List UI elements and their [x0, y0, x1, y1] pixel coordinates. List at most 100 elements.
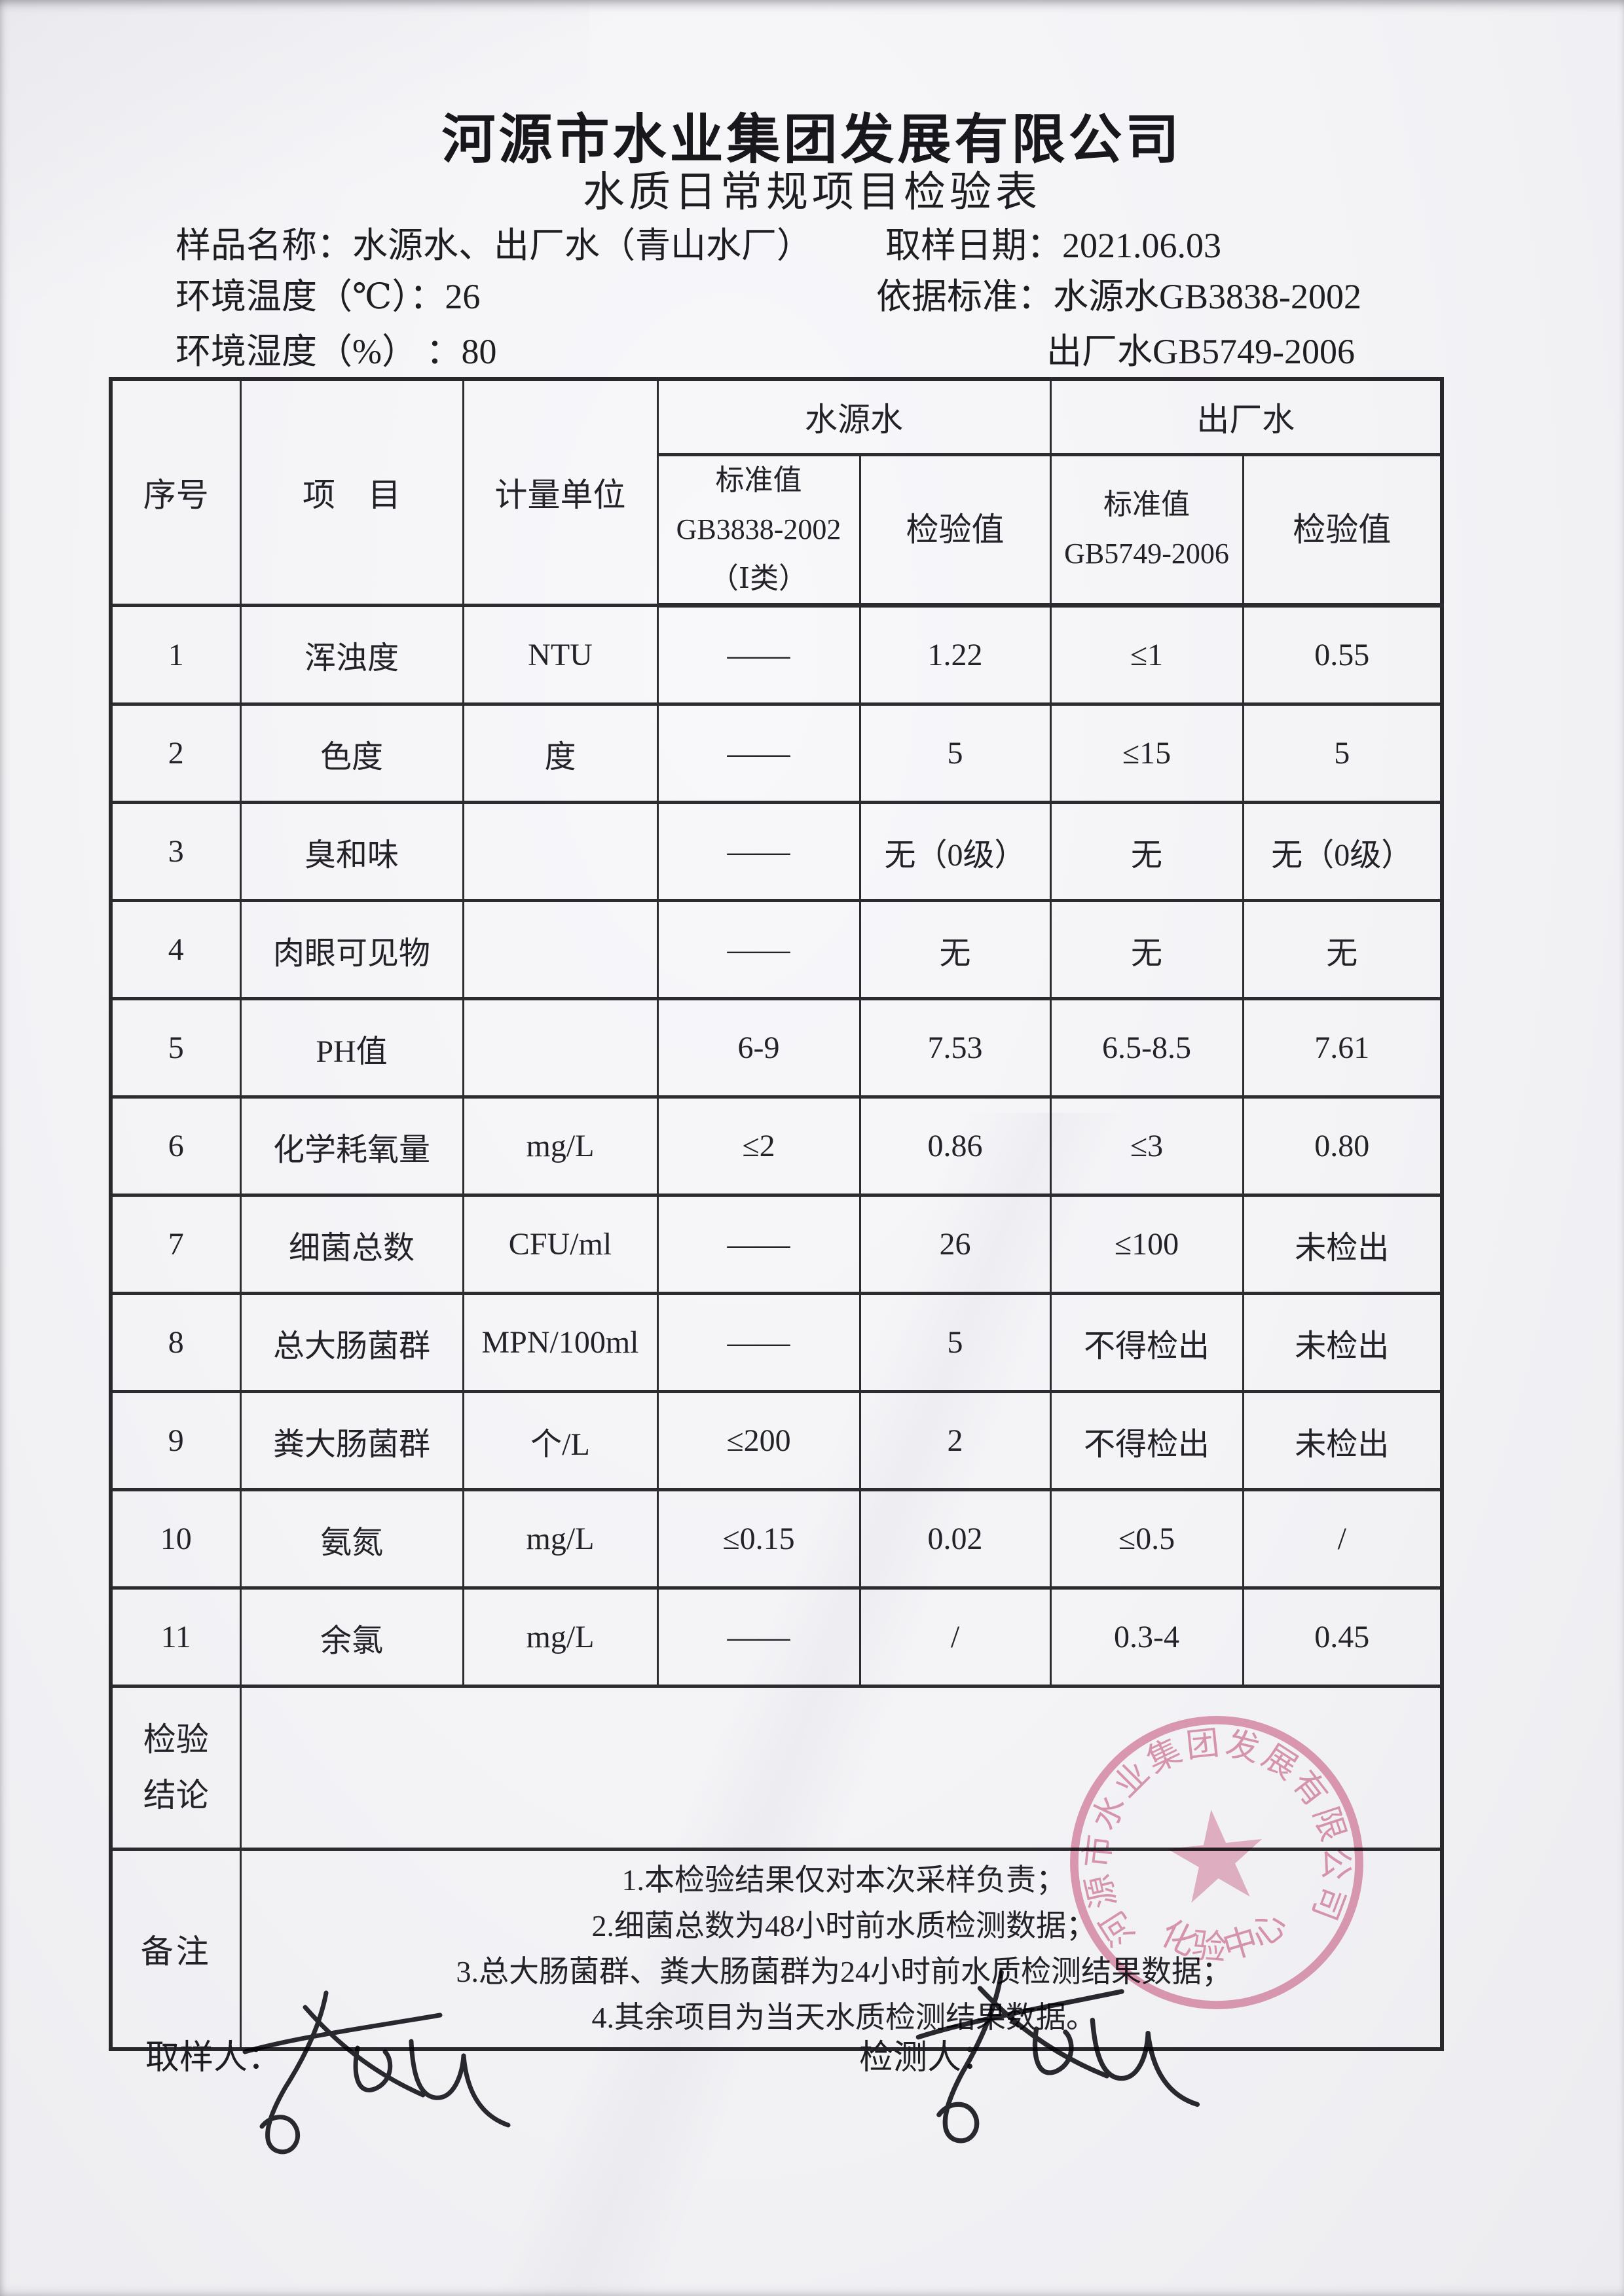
- cell-unit: mg/L: [462, 1488, 659, 1590]
- cell-source-value: /: [858, 1586, 1052, 1688]
- report-title: 水质日常规项目检验表: [583, 169, 1041, 215]
- cell-item: PH值: [239, 997, 464, 1099]
- cell-source-standard: ——: [656, 702, 861, 805]
- cell-source-standard: ——: [656, 1194, 861, 1296]
- cell-no: 8: [109, 1292, 242, 1394]
- company-seal-stamp: 河源市水业集团发展有限公司 化验中心: [1065, 1713, 1363, 2009]
- tester-signature: [893, 1955, 1223, 2172]
- cell-no: 2: [109, 702, 242, 805]
- header-group-outlet-water: 出厂水: [1049, 377, 1443, 456]
- sampler-label: 取样人：: [145, 2039, 282, 2077]
- conclusion-row: 检验 结论: [109, 1685, 1443, 1851]
- header-source-value: 检验值: [858, 452, 1052, 608]
- seal-ring: [1070, 1716, 1363, 2009]
- header-outlet-standard: 标准值 GB5749-2006: [1049, 452, 1244, 608]
- table-row: 3 臭和味 —— 无（0级）无无（0级）: [109, 801, 1443, 903]
- cell-source-value: 2: [858, 1390, 1052, 1492]
- remark-line: 3.总大肠菌群、粪大肠菌群为24小时前水质检测结果数据；: [456, 1955, 1232, 1989]
- cell-outlet-standard: ≤100: [1049, 1194, 1244, 1296]
- cell-unit: mg/L: [462, 1586, 659, 1688]
- cell-outlet-standard: 不得检出: [1049, 1292, 1244, 1394]
- sampler-signature: [242, 1990, 511, 2155]
- table-row: 11 余氯 mg/L ——/0.3-4 0.45: [109, 1586, 1443, 1688]
- sampling-date-label: 取样日期：: [885, 226, 1062, 265]
- cell-item: 氨氮: [239, 1488, 464, 1590]
- sampling-date-value: 2021.06.03: [1062, 226, 1221, 265]
- table-row: 4 肉眼可见物 —— 无无无: [109, 899, 1443, 1001]
- cell-source-standard: ≤2: [656, 1095, 861, 1197]
- cell-unit: 个/L: [462, 1390, 659, 1492]
- sample-name-label: 样品名称：: [175, 226, 352, 265]
- sample-name-value: 水源水、出厂水（青山水厂）: [352, 226, 812, 265]
- header-item: 项 目: [239, 377, 464, 608]
- cell-source-value: 7.53: [858, 997, 1052, 1099]
- table-row: 5 PH值 6-9 7.53 6.5-8.5 7.61: [109, 997, 1443, 1099]
- cell-source-value: 26: [858, 1194, 1052, 1296]
- inspection-table: 序号 项 目 计量单位 水源水 出厂水 标准值 GB3838-2002 （Ⅰ类）…: [109, 377, 1444, 2052]
- sampling-date: 取样日期：2021.06.03: [885, 216, 1221, 268]
- cell-item: 色度: [239, 702, 464, 805]
- cell-source-value: 0.02: [858, 1488, 1052, 1590]
- header-group-source-water: 水源水: [656, 377, 1052, 456]
- header-no: 序号: [109, 377, 242, 608]
- env-temperature-value: 26: [445, 277, 481, 316]
- table-footer-rows: 检验 结论 备注 1.本检验结果仅对本次采样负责； 2.细菌总数为48小时前水质检…: [109, 1685, 1443, 2051]
- env-humidity-value: 80: [461, 332, 497, 371]
- table-row: 1 浑浊度 NTU —— 1.22 ≤1 0.55: [109, 604, 1443, 706]
- env-temperature: 环境温度（℃）：26: [175, 267, 480, 319]
- cell-outlet-standard: 无: [1049, 801, 1244, 903]
- cell-no: 1: [109, 604, 242, 706]
- cell-outlet-standard: ≤0.5: [1049, 1488, 1244, 1590]
- cell-item: 化学耗氧量: [239, 1095, 464, 1197]
- cell-source-value: 1.22: [858, 604, 1052, 706]
- header-unit: 计量单位: [462, 377, 659, 608]
- table-row: 10 氨氮 mg/L ≤0.15 0.02 ≤0.5/: [109, 1488, 1443, 1590]
- remark-line: 2.细菌总数为48小时前水质检测数据；: [591, 1909, 1097, 1943]
- basis-standard-outlet-value: 出厂水GB5749-2006: [1046, 332, 1355, 371]
- table-body: 1 浑浊度 NTU —— 1.22 ≤1 0.55 2 色度度 —— 5 ≤15 5 3 臭和味 —— 无（0级…: [109, 604, 1443, 1688]
- cell-source-standard: ——: [656, 604, 861, 706]
- cell-source-value: 无（0级）: [858, 801, 1052, 903]
- table-row: 9 粪大肠菌群 个/L ≤200 2 不得检出 未检出: [109, 1390, 1443, 1492]
- cell-item: 余氯: [239, 1586, 464, 1688]
- cell-source-value: 0.86: [858, 1095, 1052, 1197]
- sample-name: 样品名称：水源水、出厂水（青山水厂）: [175, 216, 812, 268]
- cell-no: 3: [109, 801, 242, 903]
- remark-line: 1.本检验结果仅对本次采样负责；: [621, 1863, 1067, 1897]
- cell-outlet-standard: 6.5-8.5: [1049, 997, 1244, 1099]
- cell-outlet-standard: 不得检出: [1049, 1390, 1244, 1492]
- cell-outlet-value: /: [1242, 1488, 1443, 1590]
- basis-standard-label: 依据标准：: [876, 277, 1053, 316]
- cell-unit: NTU: [462, 604, 659, 706]
- cell-item: 肉眼可见物: [239, 899, 464, 1001]
- cell-source-value: 无: [858, 899, 1052, 1001]
- env-humidity-label: 环境湿度（%） ：: [175, 332, 462, 371]
- env-humidity: 环境湿度（%） ：80: [175, 322, 496, 374]
- cell-outlet-standard: 0.3-4: [1049, 1586, 1244, 1688]
- cell-outlet-value: 0.80: [1242, 1095, 1443, 1197]
- cell-source-standard: ≤200: [656, 1390, 861, 1492]
- cell-outlet-value: 无（0级）: [1242, 801, 1443, 903]
- conclusion-label: 检验 结论: [109, 1685, 242, 1851]
- cell-source-value: 5: [858, 702, 1052, 805]
- cell-no: 5: [109, 997, 242, 1099]
- cell-outlet-value: 0.55: [1242, 604, 1443, 706]
- cell-no: 9: [109, 1390, 242, 1492]
- cell-outlet-value: 未检出: [1242, 1194, 1443, 1296]
- cell-outlet-standard: ≤3: [1049, 1095, 1244, 1197]
- cell-outlet-standard: 无: [1049, 899, 1244, 1001]
- table-row: 6 化学耗氧量 mg/L ≤2 0.86 ≤3 0.80: [109, 1095, 1443, 1197]
- table-row: 2 色度度 —— 5 ≤15 5: [109, 702, 1443, 805]
- cell-item: 臭和味: [239, 801, 464, 903]
- cell-no: 11: [109, 1586, 242, 1688]
- cell-no: 7: [109, 1194, 242, 1296]
- cell-outlet-value: 0.45: [1242, 1586, 1443, 1688]
- header-source-standard: 标准值 GB3838-2002 （Ⅰ类）: [656, 452, 861, 608]
- cell-outlet-standard: ≤1: [1049, 604, 1244, 706]
- cell-source-standard: ——: [656, 1292, 861, 1394]
- cell-unit: mg/L: [462, 1095, 659, 1197]
- cell-source-standard: ≤0.15: [656, 1488, 861, 1590]
- env-temperature-label: 环境温度（℃）：: [175, 277, 445, 316]
- cell-outlet-value: 无: [1242, 899, 1443, 1001]
